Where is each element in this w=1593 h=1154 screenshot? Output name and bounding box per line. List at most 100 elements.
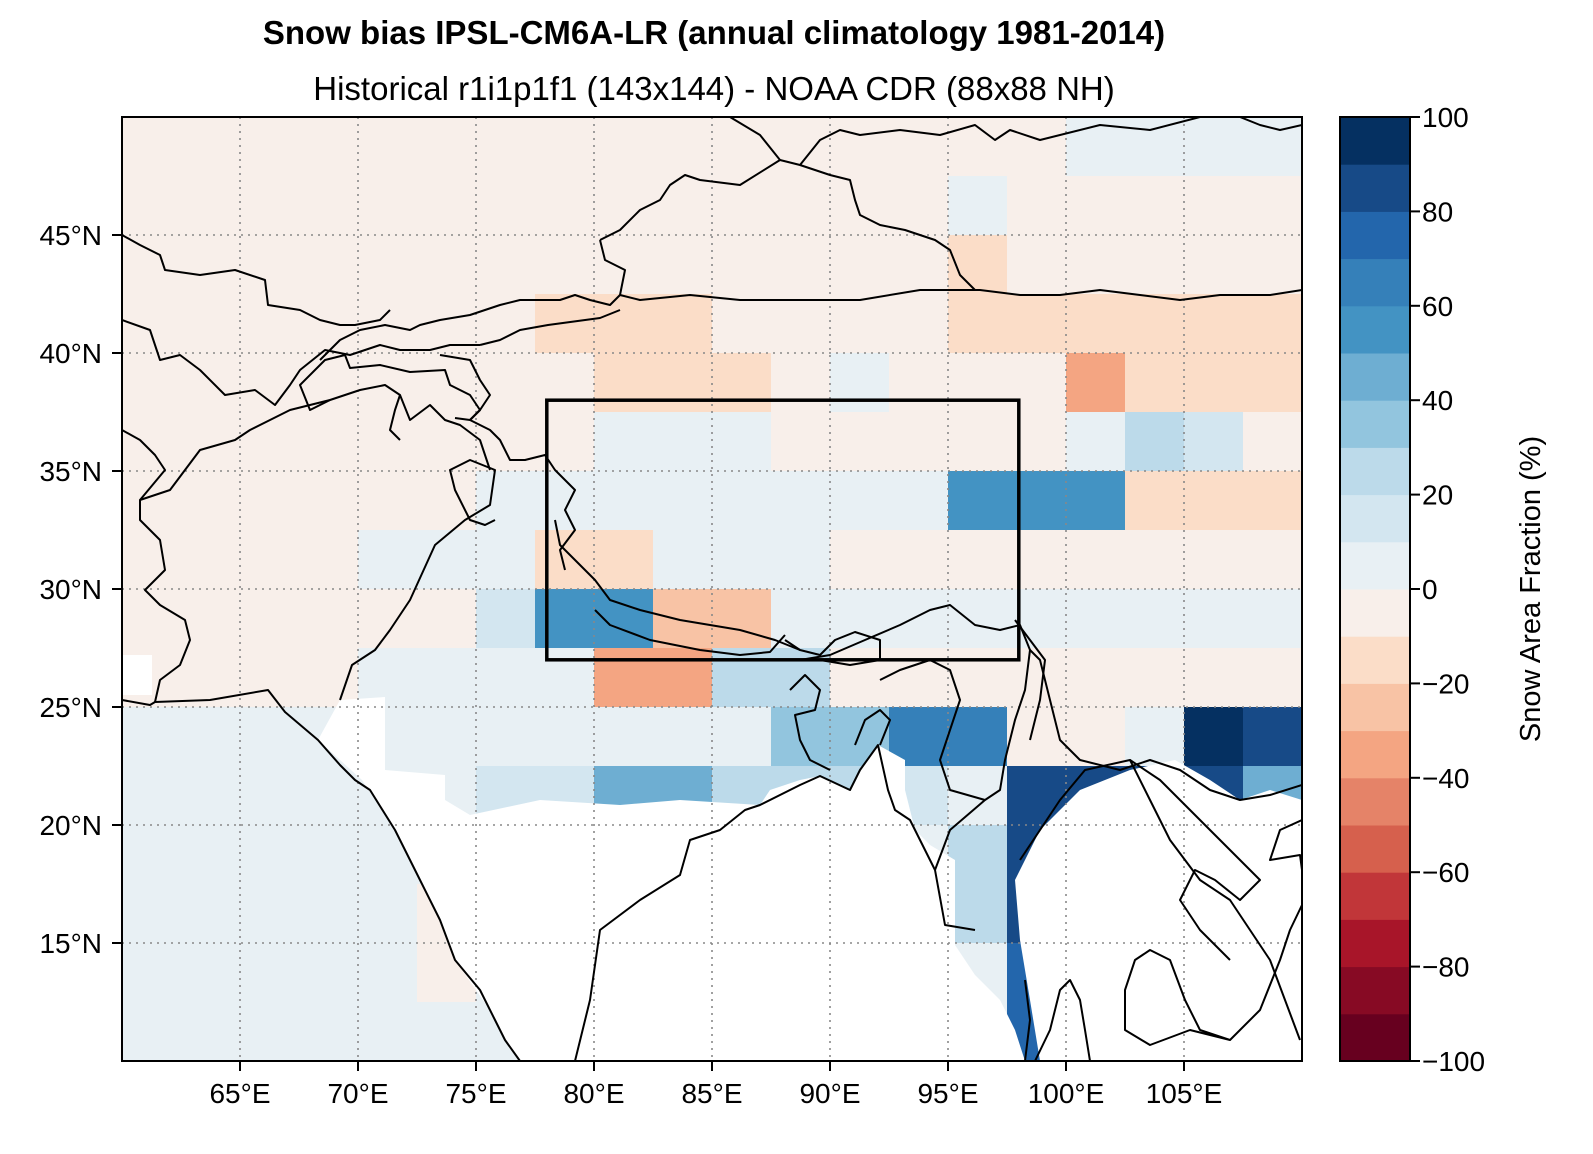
x-tick-label: 75°E (445, 1078, 506, 1109)
bias-cell (594, 117, 654, 177)
bias-cell (1007, 412, 1067, 472)
colorbar (1340, 117, 1410, 1062)
bias-cell (653, 412, 713, 472)
bias-cell (653, 648, 713, 708)
bias-cell (653, 176, 713, 236)
kazakh-china-border (599, 159, 976, 291)
bias-cell (299, 825, 359, 885)
colorbar-segment (1340, 494, 1410, 543)
bias-cell (594, 235, 654, 295)
bias-cell (1066, 294, 1126, 354)
bangladesh-border (789, 674, 891, 771)
bias-cell (1302, 1061, 1362, 1121)
bias-cell (1066, 589, 1126, 649)
bias-cell (712, 176, 772, 236)
bias-cell (771, 117, 831, 177)
bias-cell (122, 884, 182, 944)
colorbar-tick-label: −40 (1422, 763, 1470, 794)
bias-cell (1479, 766, 1539, 826)
bias-cell (948, 176, 1008, 236)
bias-cell (889, 353, 949, 413)
bias-cell (1538, 825, 1593, 885)
bias-cell (417, 1002, 477, 1061)
bias-cell (1007, 117, 1067, 177)
x-axis-ticks: 65°E 70°E 75°E 80°E 85°E 90°E 95°E 100°E 105°E (209, 1061, 1222, 1109)
bias-cell (122, 766, 182, 826)
bias-cell (1420, 1120, 1480, 1154)
bias-cell (712, 294, 772, 354)
bias-cell (771, 176, 831, 236)
bias-cell (535, 235, 595, 295)
bias-cell (1125, 176, 1185, 236)
bias-cell (1125, 353, 1185, 413)
bias-cell (417, 1120, 477, 1154)
bias-cell (122, 1061, 182, 1121)
bias-cell (1007, 530, 1067, 590)
bias-cell (830, 294, 890, 354)
bias-cell (299, 471, 359, 531)
afghan-north-border (122, 319, 480, 406)
colorbar-tick-label: −20 (1422, 668, 1470, 699)
colorbar-segment (1340, 258, 1410, 307)
colorbar-segment (1340, 777, 1410, 826)
bias-cell (712, 412, 772, 472)
bias-cell (771, 530, 831, 590)
colorbar-segment (1340, 1013, 1410, 1062)
bias-cell (948, 1120, 1008, 1154)
bias-cell (1479, 1002, 1539, 1062)
bias-cell (889, 176, 949, 236)
bias-cell (712, 353, 772, 413)
bias-cell (1066, 176, 1126, 236)
bias-cell (1479, 1061, 1539, 1121)
bias-cell (358, 884, 418, 944)
malay-coast (1024, 979, 1091, 1061)
bias-cell (1479, 294, 1539, 354)
bias-cell (299, 235, 359, 295)
bias-cell (1479, 117, 1539, 177)
bias-cell (240, 648, 300, 708)
land-no-data (122, 655, 1302, 1061)
colorbar-segment (1340, 730, 1410, 779)
bias-cell (1125, 471, 1185, 531)
bias-cell (889, 471, 949, 531)
bias-cell (1361, 1061, 1421, 1121)
bias-cell (712, 530, 772, 590)
bias-cell (771, 1120, 831, 1154)
bias-cell (889, 235, 949, 295)
bias-cell (1243, 1120, 1303, 1154)
bias-cell (1125, 589, 1185, 649)
bias-cell (889, 1120, 949, 1154)
colorbar-segment (1340, 353, 1410, 401)
bias-cell (181, 884, 241, 944)
himalaya-nepal-border (554, 519, 801, 651)
bias-cell (1066, 235, 1126, 295)
northeast-border (1239, 117, 1302, 131)
bias-cell (1066, 530, 1126, 590)
x-tick-label: 80°E (563, 1078, 624, 1109)
north-india-blank (122, 655, 152, 695)
bias-cell (1184, 648, 1244, 708)
y-tick-label: 35°N (39, 456, 102, 487)
bias-cell (122, 943, 182, 1003)
bias-cell (535, 294, 595, 354)
bias-cell (1007, 589, 1067, 649)
bias-cell (1479, 235, 1539, 295)
bias-cell (358, 471, 418, 531)
colorbar-tick-label: 0 (1422, 574, 1438, 605)
bias-cell (830, 176, 890, 236)
kashmir-border (399, 394, 491, 471)
colorbar-tick-label: −60 (1422, 857, 1470, 888)
x-tick-label: 85°E (681, 1078, 742, 1109)
bias-cell (417, 235, 477, 295)
bias-cell (1184, 117, 1244, 177)
colorbar-segment (1340, 966, 1410, 1015)
bias-cell (1538, 766, 1593, 826)
colorbar-tick-label: 60 (1422, 291, 1453, 322)
y-tick-label: 25°N (39, 692, 102, 723)
colorbar-segment (1340, 400, 1410, 448)
bias-cell (1538, 884, 1593, 944)
bias-cell (771, 707, 831, 767)
bias-cell (653, 353, 713, 413)
bias-cell (1420, 707, 1480, 767)
bias-cell (417, 707, 477, 767)
